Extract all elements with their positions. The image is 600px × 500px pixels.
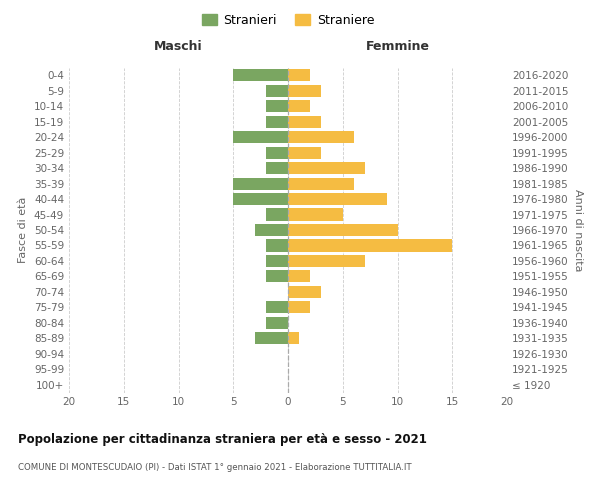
Bar — [288, 302, 310, 314]
Bar — [233, 69, 288, 82]
Bar — [233, 178, 288, 190]
Bar — [288, 100, 310, 112]
Bar — [266, 100, 288, 112]
Bar — [255, 224, 288, 236]
Bar — [266, 84, 288, 97]
Text: COMUNE DI MONTESCUDAIO (PI) - Dati ISTAT 1° gennaio 2021 - Elaborazione TUTTITAL: COMUNE DI MONTESCUDAIO (PI) - Dati ISTAT… — [18, 462, 412, 471]
Bar — [266, 116, 288, 128]
Bar — [266, 208, 288, 220]
Bar — [255, 332, 288, 344]
Bar — [288, 146, 321, 158]
Bar — [233, 131, 288, 143]
Bar — [266, 162, 288, 174]
Bar — [288, 240, 452, 252]
Bar — [288, 84, 321, 97]
Bar — [266, 146, 288, 158]
Legend: Stranieri, Straniere: Stranieri, Straniere — [197, 8, 379, 32]
Bar — [288, 224, 398, 236]
Bar — [233, 193, 288, 205]
Bar — [266, 255, 288, 267]
Text: Popolazione per cittadinanza straniera per età e sesso - 2021: Popolazione per cittadinanza straniera p… — [18, 432, 427, 446]
Bar — [288, 255, 365, 267]
Text: Maschi: Maschi — [154, 40, 203, 53]
Bar — [288, 286, 321, 298]
Bar — [288, 270, 310, 282]
Bar — [266, 270, 288, 282]
Bar — [288, 208, 343, 220]
Bar — [288, 332, 299, 344]
Bar — [266, 317, 288, 329]
Y-axis label: Fasce di età: Fasce di età — [19, 197, 28, 263]
Bar — [288, 116, 321, 128]
Text: Femmine: Femmine — [365, 40, 430, 53]
Bar — [288, 69, 310, 82]
Bar — [288, 193, 386, 205]
Bar — [266, 302, 288, 314]
Bar — [288, 131, 354, 143]
Bar — [288, 162, 365, 174]
Bar — [266, 240, 288, 252]
Y-axis label: Anni di nascita: Anni di nascita — [572, 188, 583, 271]
Bar — [288, 178, 354, 190]
